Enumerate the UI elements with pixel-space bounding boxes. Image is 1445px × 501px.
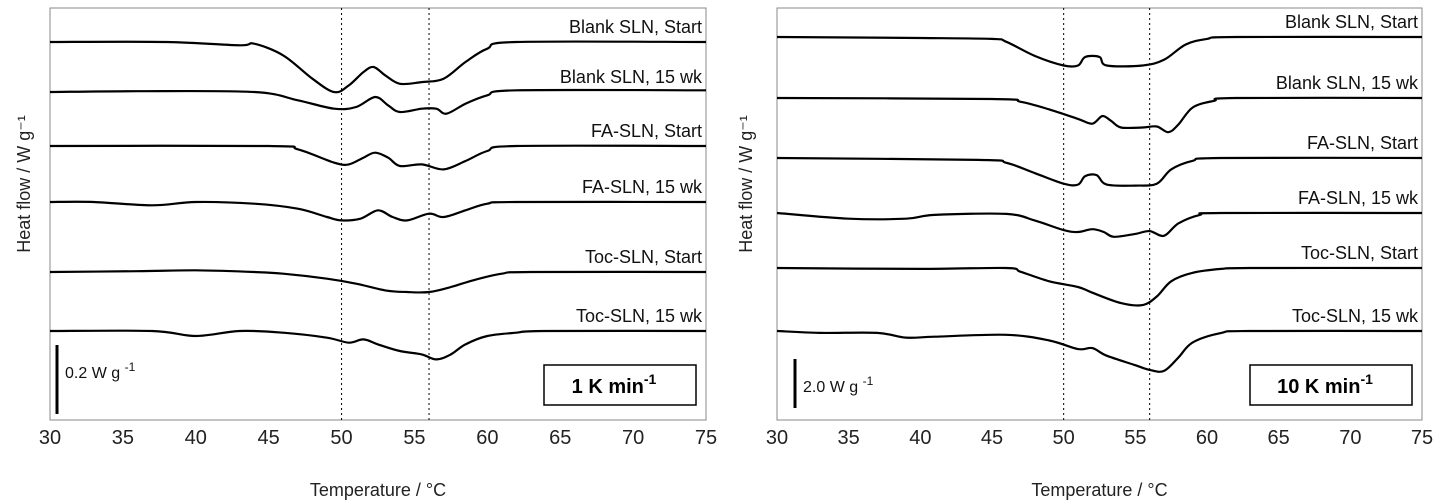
series-label: Toc-SLN, Start xyxy=(585,247,702,267)
x-tick-label: 35 xyxy=(838,427,860,449)
plot-frame xyxy=(776,7,1423,421)
dsc-curve-1 xyxy=(776,35,1423,68)
heating-rate-label: 1 K min-1 xyxy=(572,371,657,398)
x-tick-label: 65 xyxy=(1268,427,1290,449)
dsc-curve-4 xyxy=(776,211,1423,238)
x-tick-label: 40 xyxy=(909,427,931,449)
series-label: Toc-SLN, 15 wk xyxy=(1292,306,1419,326)
series-label: FA-SLN, 15 wk xyxy=(1298,188,1419,208)
heating-rate-label: 10 K min-1 xyxy=(1277,371,1373,398)
x-tick-label: 45 xyxy=(981,427,1003,449)
x-tick-label: 45 xyxy=(258,427,280,449)
dsc-curve-2 xyxy=(776,96,1423,134)
x-tick-label: 75 xyxy=(1411,427,1433,449)
scale-bar-label: 2.0 W g -1 xyxy=(803,374,874,396)
x-tick-label: 70 xyxy=(1339,427,1361,449)
dsc-curve-4 xyxy=(49,200,707,222)
x-tick-label: 30 xyxy=(766,427,788,449)
x-tick-label: 50 xyxy=(330,427,352,449)
x-tick-label: 50 xyxy=(1053,427,1075,449)
series-label: Toc-SLN, Start xyxy=(1301,243,1418,263)
x-tick-label: 60 xyxy=(476,427,498,449)
dsc-curve-6 xyxy=(776,329,1423,373)
plot-frame xyxy=(49,7,707,421)
x-tick-label: 60 xyxy=(1196,427,1218,449)
x-tick-label: 40 xyxy=(185,427,207,449)
x-tick-label: 75 xyxy=(695,427,717,449)
x-tick-label: 55 xyxy=(1124,427,1146,449)
chart-panel-1: 30 35 40 45 50 55 60 65 70 75 Temperature / °C Heat… xyxy=(14,7,717,500)
x-tick-label: 65 xyxy=(549,427,571,449)
dsc-curve-5 xyxy=(49,269,707,294)
dsc-curve-1 xyxy=(49,40,707,94)
scale-bar-label: 0.2 W g -1 xyxy=(65,360,136,382)
x-tick-label: 30 xyxy=(39,427,61,449)
dsc-curve-6 xyxy=(49,329,707,361)
series-label: FA-SLN, Start xyxy=(591,121,702,141)
x-tick-label: 35 xyxy=(112,427,134,449)
heating-rate-box xyxy=(543,364,697,406)
dsc-curve-3 xyxy=(776,156,1423,187)
x-axis-title: Temperature / °C xyxy=(1031,480,1167,500)
heating-rate-box xyxy=(1249,364,1413,406)
series-label: FA-SLN, 15 wk xyxy=(582,177,703,197)
dsc-curve-2 xyxy=(49,88,707,115)
dsc-curve-5 xyxy=(776,266,1423,307)
series-label: Blank SLN, 15 wk xyxy=(560,67,703,87)
series-label: Blank SLN, Start xyxy=(569,17,702,37)
x-tick-label: 55 xyxy=(403,427,425,449)
dsc-curve-3 xyxy=(49,144,707,171)
x-tick-label: 70 xyxy=(622,427,644,449)
series-label: Blank SLN, 15 wk xyxy=(1276,73,1419,93)
y-axis-title: Heat flow / W g⁻¹ xyxy=(736,115,756,253)
x-axis-title: Temperature / °C xyxy=(310,480,446,500)
series-label: FA-SLN, Start xyxy=(1307,133,1418,153)
series-label: Blank SLN, Start xyxy=(1285,12,1418,32)
series-label: Toc-SLN, 15 wk xyxy=(576,306,703,326)
chart-panel-2: 30 35 40 45 50 55 60 65 70 75 Temperature / °C Heat… xyxy=(736,7,1433,500)
y-axis-title: Heat flow / W g⁻¹ xyxy=(14,115,34,253)
